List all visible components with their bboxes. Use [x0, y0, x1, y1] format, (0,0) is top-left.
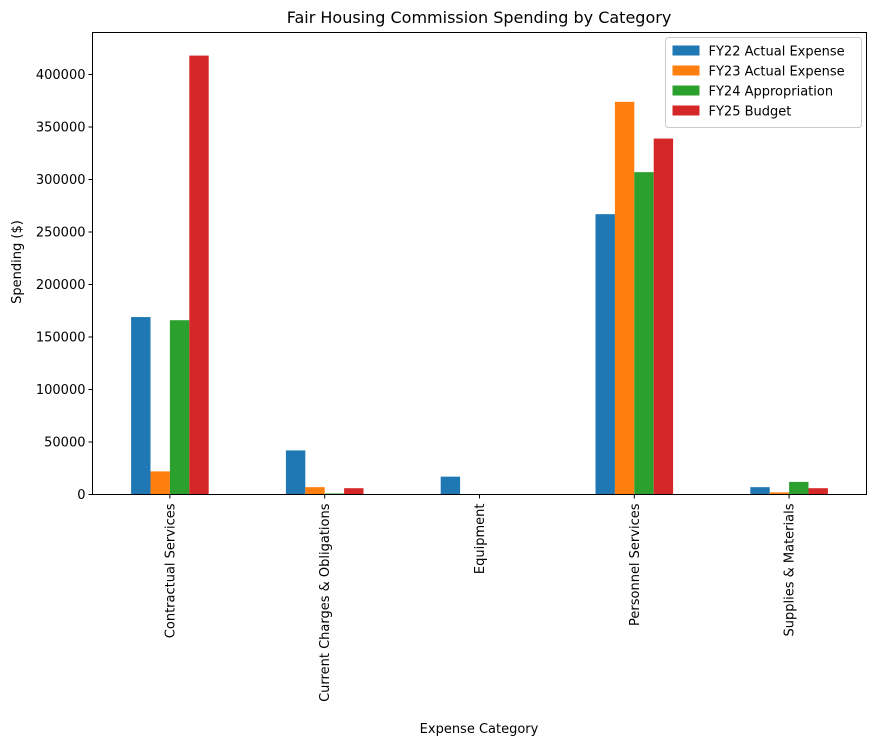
x-tick-label: Equipment — [473, 504, 488, 575]
bar — [440, 476, 461, 495]
bar — [789, 481, 809, 495]
legend-box — [665, 37, 862, 128]
y-tick-label: 400000 — [36, 68, 86, 83]
x-tick-label: Contractual Services — [163, 503, 178, 638]
y-tick-label: 200000 — [36, 278, 86, 293]
legend-label: FY25 Budget — [709, 105, 792, 120]
x-axis-label: Expense Category — [420, 722, 539, 737]
legend-label: FY23 Actual Expense — [709, 65, 845, 80]
plot-frame — [92, 32, 867, 495]
bar — [769, 492, 790, 495]
legend-swatch — [672, 45, 700, 56]
bar — [189, 55, 209, 495]
y-axis-label: Spending ($) — [10, 220, 25, 304]
x-axis-ticks: Contractual Services Current Charges & Ob… — [163, 494, 798, 702]
legend-label: FY22 Actual Expense — [709, 45, 845, 60]
bar — [595, 214, 615, 495]
y-tick-label: 350000 — [36, 121, 86, 136]
bar — [305, 487, 325, 495]
y-tick-label: 150000 — [36, 331, 86, 346]
bar — [131, 317, 151, 495]
legend-label: FY24 Appropriation — [709, 85, 834, 100]
bar — [150, 471, 170, 495]
bar — [634, 172, 654, 495]
x-tick-label: Supplies & Materials — [783, 503, 798, 636]
legend-swatch — [672, 105, 700, 116]
legend: FY22 Actual Expense FY23 Actual Expense FY… — [665, 37, 862, 128]
legend-swatch — [672, 85, 700, 96]
y-tick-label: 300000 — [36, 173, 86, 188]
y-tick-label: 50000 — [44, 436, 85, 451]
bar — [344, 488, 364, 495]
x-tick-label: Personnel Services — [628, 503, 643, 626]
bar — [169, 320, 190, 495]
bar — [285, 450, 306, 495]
x-tick-label: Current Charges & Obligations — [318, 503, 333, 702]
y-axis-ticks: 0 50000 100000 150000 200000 250000 300000 3500… — [36, 68, 93, 503]
bar — [750, 487, 770, 495]
bar — [614, 101, 635, 495]
legend-swatch — [672, 65, 700, 76]
chart-title: Fair Housing Commission Spending by Cate… — [287, 8, 672, 27]
bar — [324, 493, 345, 495]
bar — [653, 138, 674, 495]
bar — [808, 488, 828, 495]
y-tick-label: 250000 — [36, 226, 86, 241]
y-tick-label: 0 — [77, 488, 85, 503]
bars-layer — [131, 55, 828, 495]
y-tick-label: 100000 — [36, 383, 86, 398]
